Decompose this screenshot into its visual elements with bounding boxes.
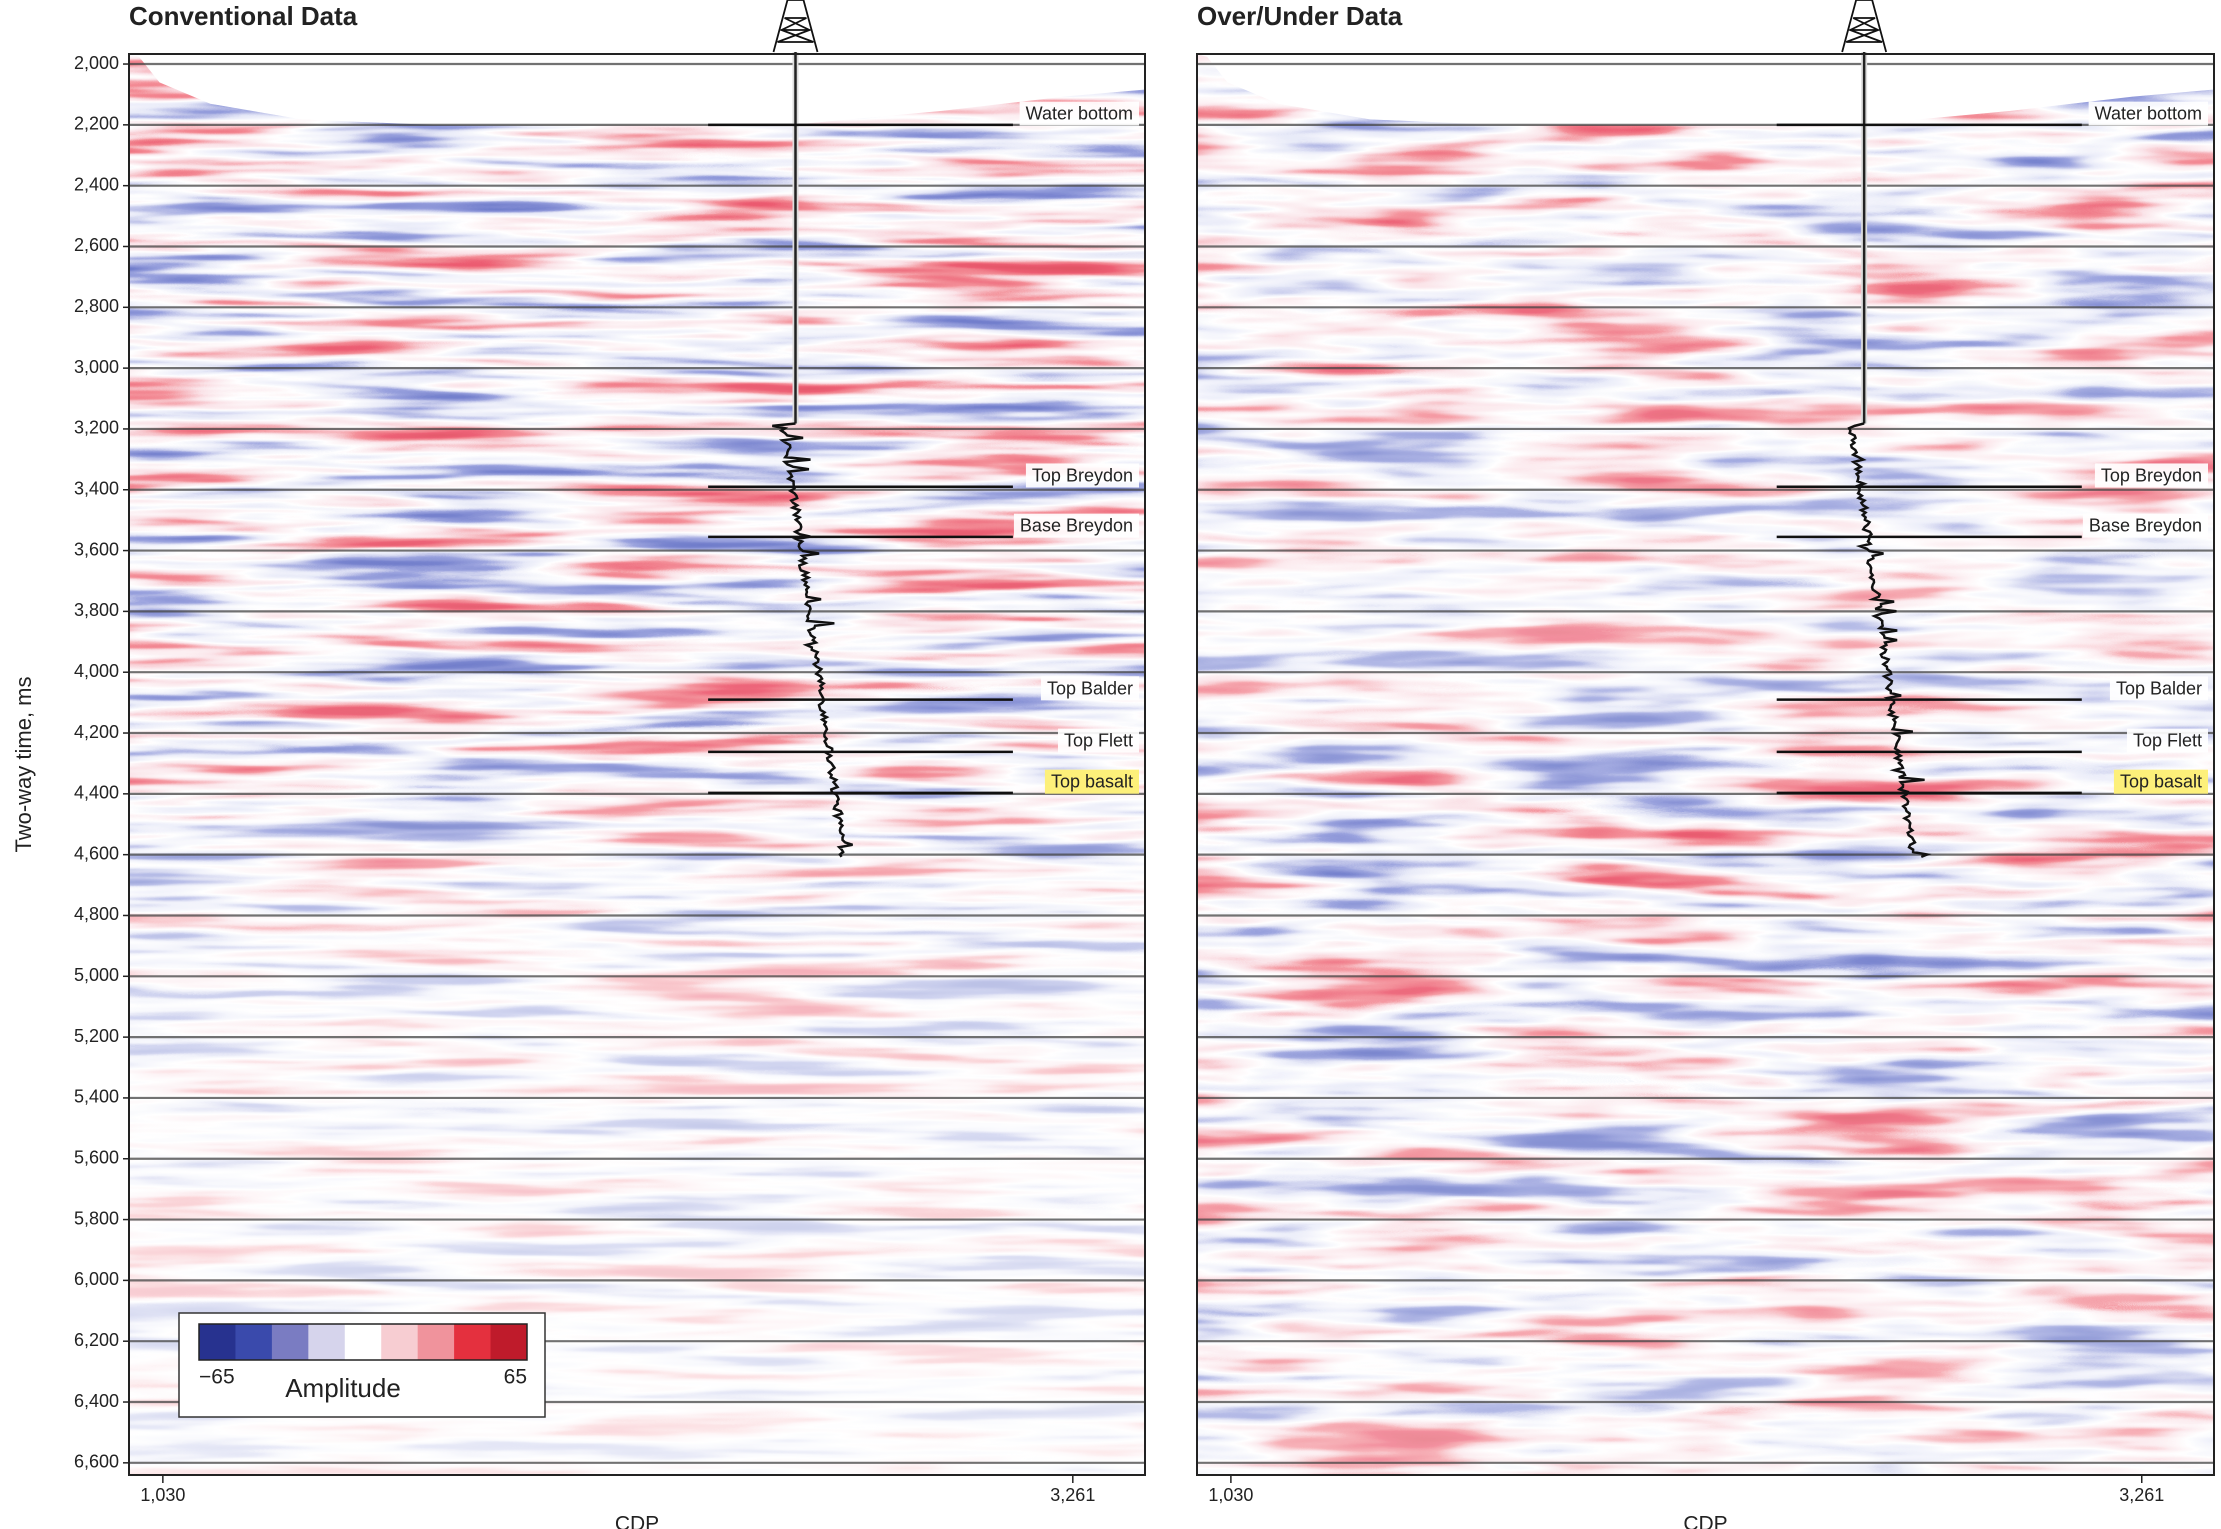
y-tick-label: 3,200 <box>74 418 119 438</box>
well-derrick <box>1841 0 1888 53</box>
colorbar-tick-label: −65 <box>199 1366 235 1389</box>
horizon-label: Top Breydon <box>2101 465 2202 485</box>
colorbar-cell <box>417 1324 455 1360</box>
x-tick-label: 1,030 <box>140 1485 185 1505</box>
horizon-annotation: Top Flett <box>1057 728 1139 753</box>
y-tick-label: 4,400 <box>74 783 119 803</box>
y-tick-label: 5,600 <box>74 1147 119 1167</box>
horizon-label-box <box>2088 101 2208 126</box>
x-tick-label: 3,261 <box>2119 1485 2164 1505</box>
y-tick-label: 5,800 <box>74 1208 119 1228</box>
horizon-label-box <box>1057 728 1139 753</box>
panel-title: Conventional Data <box>129 1 358 31</box>
water-column <box>1197 54 2214 126</box>
y-tick-label: 3,600 <box>74 539 119 559</box>
horizon-annotation: Top Breydon <box>1025 463 1139 488</box>
colorbar-cell <box>344 1324 382 1360</box>
y-tick-label: 6,200 <box>74 1330 119 1350</box>
colorbar-label: Amplitude <box>285 1373 401 1403</box>
horizon-label: Top Flett <box>2133 731 2202 751</box>
colorbar-frame <box>198 1323 528 1361</box>
horizon-label-box <box>1025 463 1139 488</box>
well-log <box>772 422 853 858</box>
horizon-annotation: Water bottom <box>1019 101 1139 126</box>
horizon-annotation: Top basalt <box>2113 769 2208 794</box>
horizon-label-box <box>2126 728 2208 753</box>
y-tick-label: 2,600 <box>74 235 119 255</box>
well-log <box>1847 422 1932 859</box>
y-tick-label: 2,200 <box>74 114 119 134</box>
horizon-annotation: Base Breydon <box>2082 513 2208 538</box>
colorbar-cell <box>235 1324 273 1360</box>
colorbar-cell <box>308 1324 346 1360</box>
y-tick-label: 3,400 <box>74 479 119 499</box>
horizon-label-box <box>1044 769 1139 794</box>
y-tick-label: 5,400 <box>74 1087 119 1107</box>
well-derrick <box>772 0 819 53</box>
y-tick-label: 6,600 <box>74 1452 119 1472</box>
horizon-annotation: Top basalt <box>1044 769 1139 794</box>
x-axis-label: CDP <box>1683 1513 1727 1529</box>
x-axis-label: CDP <box>615 1513 659 1529</box>
amplitude-fade <box>1197 54 2214 1475</box>
horizon-annotation: Top Balder <box>2109 676 2208 701</box>
y-tick-label: 5,000 <box>74 965 119 985</box>
y-tick-label: 2,000 <box>74 53 119 73</box>
horizon-label-box <box>2109 676 2208 701</box>
horizon-annotation: Top Balder <box>1040 676 1139 701</box>
horizon-label-box <box>2113 769 2208 794</box>
colorbar-cell <box>381 1324 419 1360</box>
colorbar-cell <box>454 1324 492 1360</box>
x-tick-label: 3,261 <box>1050 1485 1095 1505</box>
y-tick-label: 4,800 <box>74 904 119 924</box>
colorbar-tick-label: 65 <box>504 1366 527 1389</box>
horizon-label: Top basalt <box>1051 772 1133 792</box>
horizon-label-box <box>2094 463 2208 488</box>
y-tick-label: 2,800 <box>74 296 119 316</box>
horizon-label: Top basalt <box>2120 772 2202 792</box>
horizon-label: Base Breydon <box>1020 516 1133 536</box>
colorbar-cell <box>199 1324 236 1360</box>
water-column <box>129 54 1145 126</box>
horizon-annotation: Base Breydon <box>1013 513 1139 538</box>
horizon-label: Base Breydon <box>2089 516 2202 536</box>
horizon-label: Top Balder <box>2116 678 2202 698</box>
panel-frame <box>128 53 1146 1476</box>
y-tick-label: 4,200 <box>74 722 119 742</box>
y-tick-label: 6,400 <box>74 1391 119 1411</box>
horizon-label-box <box>1019 101 1139 126</box>
horizon-label-box <box>1040 676 1139 701</box>
horizon-label: Top Flett <box>1064 731 1133 751</box>
y-tick-label: 3,800 <box>74 600 119 620</box>
horizon-label: Top Balder <box>1047 678 1133 698</box>
y-tick-label: 2,400 <box>74 174 119 194</box>
horizon-label-box <box>2082 513 2208 538</box>
y-tick-label: 4,000 <box>74 661 119 681</box>
amplitude-fade <box>129 54 1145 1475</box>
horizon-label-box <box>1013 513 1139 538</box>
horizon-annotation: Top Flett <box>2126 728 2208 753</box>
y-tick-label: 5,200 <box>74 1026 119 1046</box>
y-tick-label: 3,000 <box>74 357 119 377</box>
horizon-label: Water bottom <box>2095 104 2202 124</box>
y-axis-label: Two-way time, ms <box>11 676 36 852</box>
x-tick-label: 1,030 <box>1208 1485 1253 1505</box>
horizon-label: Water bottom <box>1026 104 1133 124</box>
panel-title: Over/Under Data <box>1197 1 1403 31</box>
panel-frame <box>1196 53 2215 1476</box>
horizon-label: Top Breydon <box>1032 465 1133 485</box>
colorbar-cell <box>490 1324 528 1360</box>
horizon-annotation: Water bottom <box>2088 101 2208 126</box>
colorbar-cell <box>271 1324 309 1360</box>
y-tick-label: 4,600 <box>74 843 119 863</box>
horizon-annotation: Top Breydon <box>2094 463 2208 488</box>
y-tick-label: 6,000 <box>74 1269 119 1289</box>
